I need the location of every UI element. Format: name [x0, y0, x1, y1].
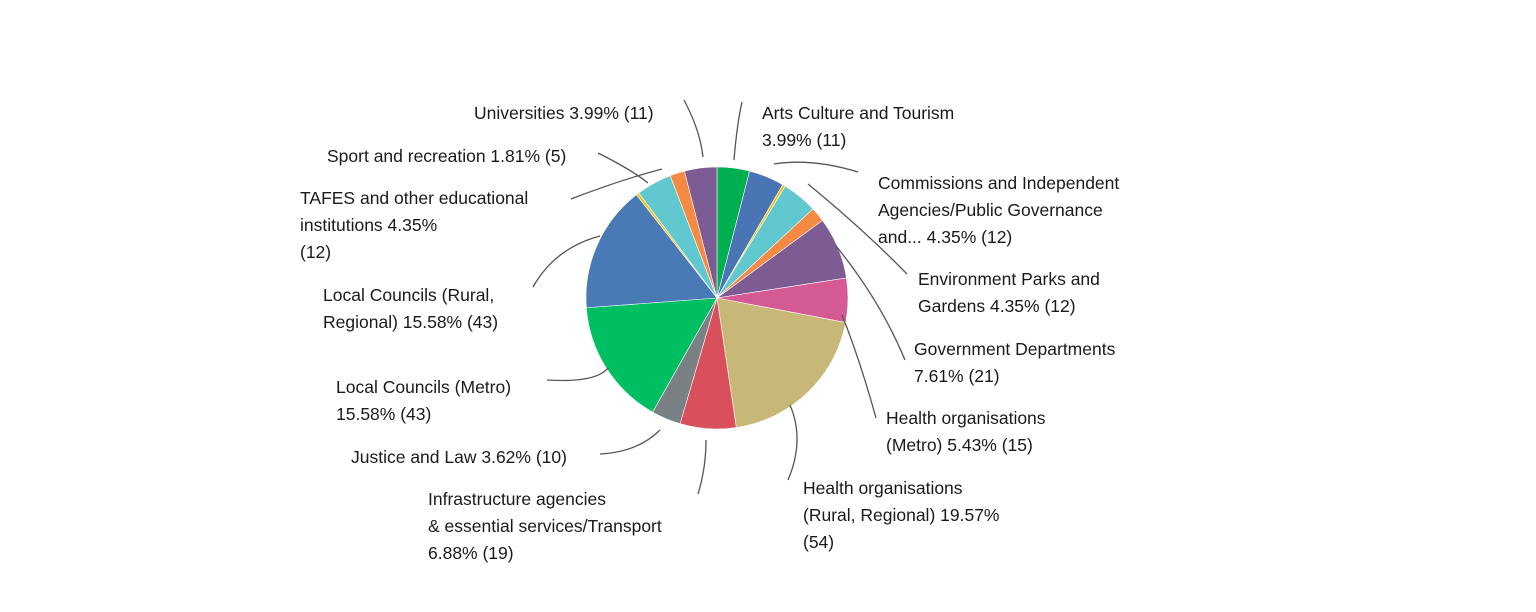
slice-label-9-line-1: Regional) 15.58% (43)	[323, 312, 498, 332]
slice-label-2-line-0: Environment Parks and	[918, 269, 1100, 289]
slice-label-12: Universities 3.99% (11)	[474, 103, 654, 123]
slice-label-8-line-0: Local Councils (Metro)	[336, 377, 511, 397]
slice-label-6: Infrastructure agencies & essential servi…	[428, 489, 662, 563]
slice-label-7-line-0: Justice and Law 3.62% (10)	[351, 447, 567, 467]
leader-line-9	[532, 235, 601, 288]
leader-line-12	[683, 99, 704, 158]
slice-label-10-line-0: TAFES and other educational	[300, 188, 528, 208]
slice-label-7: Justice and Law 3.62% (10)	[351, 447, 567, 467]
slice-label-0: Arts Culture and Tourism 3.99% (11)	[762, 103, 954, 150]
leader-lines	[532, 99, 908, 495]
slice-label-1-line-2: and... 4.35% (12)	[878, 227, 1012, 247]
slice-label-4-line-1: (Metro) 5.43% (15)	[886, 435, 1033, 455]
leader-line-10	[570, 168, 663, 200]
leader-line-6	[697, 439, 707, 495]
slice-label-6-line-0: Infrastructure agencies	[428, 489, 606, 509]
leader-line-0	[733, 101, 743, 161]
slice-label-5-line-1: (Rural, Regional) 19.57%	[803, 505, 1000, 525]
slice-label-8: Local Councils (Metro) 15.58% (43)	[336, 377, 511, 424]
leader-line-8	[546, 367, 609, 382]
slice-label-10-line-2: (12)	[300, 242, 331, 262]
pie-slice-health-organisations-rural-regional	[716, 297, 847, 428]
slice-label-12-line-0: Universities 3.99% (11)	[474, 103, 654, 123]
pie-slice-universities	[684, 166, 718, 299]
leader-line-11	[597, 152, 649, 184]
slice-label-4-line-0: Health organisations	[886, 408, 1046, 428]
slice-label-9: Local Councils (Rural, Regional) 15.58% (…	[323, 285, 498, 332]
leader-line-5	[787, 404, 798, 481]
slice-label-3: Government Departments 7.61% (21)	[914, 339, 1116, 386]
slice-label-3-line-0: Government Departments	[914, 339, 1116, 359]
slice-label-5-line-2: (54)	[803, 532, 834, 552]
pie-slice-local-councils-rural-regional	[585, 194, 718, 309]
slice-label-1: Commissions and Independent Agencies/Publ…	[878, 173, 1119, 247]
slice-label-2-line-1: Gardens 4.35% (12)	[918, 296, 1076, 316]
slice-label-11-line-0: Sport and recreation 1.81% (5)	[327, 146, 566, 166]
slice-label-3-line-1: 7.61% (21)	[914, 366, 1000, 386]
leader-line-2	[807, 183, 908, 275]
slice-label-0-line-1: 3.99% (11)	[762, 130, 846, 150]
slice-label-2: Environment Parks and Gardens 4.35% (12)	[918, 269, 1100, 316]
slice-label-11: Sport and recreation 1.81% (5)	[327, 146, 566, 166]
slice-label-8-line-1: 15.58% (43)	[336, 404, 431, 424]
slice-label-9-line-0: Local Councils (Rural,	[323, 285, 494, 305]
slice-label-5-line-0: Health organisations	[803, 478, 963, 498]
slice-label-6-line-1: & essential services/Transport	[428, 516, 662, 536]
slice-label-1-line-1: Agencies/Public Governance	[878, 200, 1103, 220]
leader-line-1	[773, 161, 859, 173]
slice-label-5: Health organisations (Rural, Regional) 19…	[803, 478, 1000, 552]
slice-label-1-line-0: Commissions and Independent	[878, 173, 1119, 193]
slice-label-4: Health organisations (Metro) 5.43% (15)	[886, 408, 1046, 455]
leader-line-3	[835, 245, 906, 361]
pie-slices	[585, 166, 849, 430]
slice-label-10-line-1: institutions 4.35%	[300, 215, 437, 235]
slice-label-6-line-2: 6.88% (19)	[428, 543, 514, 563]
pie-slice-local-councils-metro	[586, 297, 718, 413]
slice-labels: Arts Culture and Tourism 3.99% (11) Commis…	[300, 103, 1119, 563]
leader-line-4	[841, 314, 877, 419]
slice-label-10: TAFES and other educational institutions …	[300, 188, 528, 262]
leader-line-7	[599, 429, 661, 455]
slice-label-0-line-0: Arts Culture and Tourism	[762, 103, 954, 123]
